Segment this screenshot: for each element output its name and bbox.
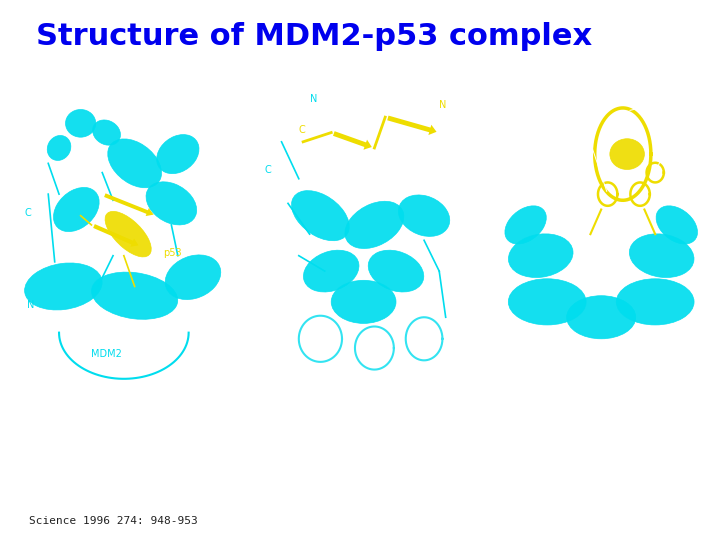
Ellipse shape: [368, 250, 424, 292]
Ellipse shape: [157, 134, 199, 174]
Ellipse shape: [508, 279, 586, 325]
Ellipse shape: [108, 139, 161, 188]
Text: Science 1996 274: 948-953: Science 1996 274: 948-953: [29, 516, 197, 526]
Text: A: A: [22, 91, 29, 101]
Text: N: N: [27, 300, 34, 310]
Ellipse shape: [616, 279, 694, 325]
Text: W23: W23: [569, 110, 586, 119]
Text: Structure of MDM2-p53 complex: Structure of MDM2-p53 complex: [36, 22, 592, 51]
Ellipse shape: [508, 234, 573, 278]
Text: F19: F19: [670, 110, 684, 119]
Text: C: C: [498, 91, 506, 101]
Text: MDM2: MDM2: [91, 349, 122, 359]
Ellipse shape: [165, 255, 221, 300]
Ellipse shape: [610, 139, 644, 170]
Text: N: N: [439, 100, 446, 110]
Ellipse shape: [24, 263, 102, 310]
Text: L26: L26: [640, 95, 654, 104]
Ellipse shape: [398, 195, 450, 237]
Ellipse shape: [146, 182, 197, 225]
Ellipse shape: [656, 206, 698, 244]
Ellipse shape: [105, 211, 151, 257]
Ellipse shape: [91, 272, 178, 319]
Ellipse shape: [303, 250, 359, 292]
Text: N: N: [310, 94, 317, 104]
Ellipse shape: [66, 110, 96, 137]
Ellipse shape: [345, 201, 404, 248]
Ellipse shape: [93, 120, 120, 145]
Ellipse shape: [331, 280, 396, 323]
Text: C: C: [24, 208, 31, 218]
Text: C: C: [264, 165, 271, 174]
Text: C: C: [299, 125, 305, 134]
Ellipse shape: [505, 206, 546, 244]
Ellipse shape: [53, 187, 99, 232]
Ellipse shape: [629, 234, 694, 278]
Text: p53: p53: [163, 248, 181, 258]
Ellipse shape: [48, 136, 71, 160]
Ellipse shape: [292, 191, 349, 241]
Ellipse shape: [567, 296, 636, 339]
Text: B: B: [261, 91, 269, 101]
